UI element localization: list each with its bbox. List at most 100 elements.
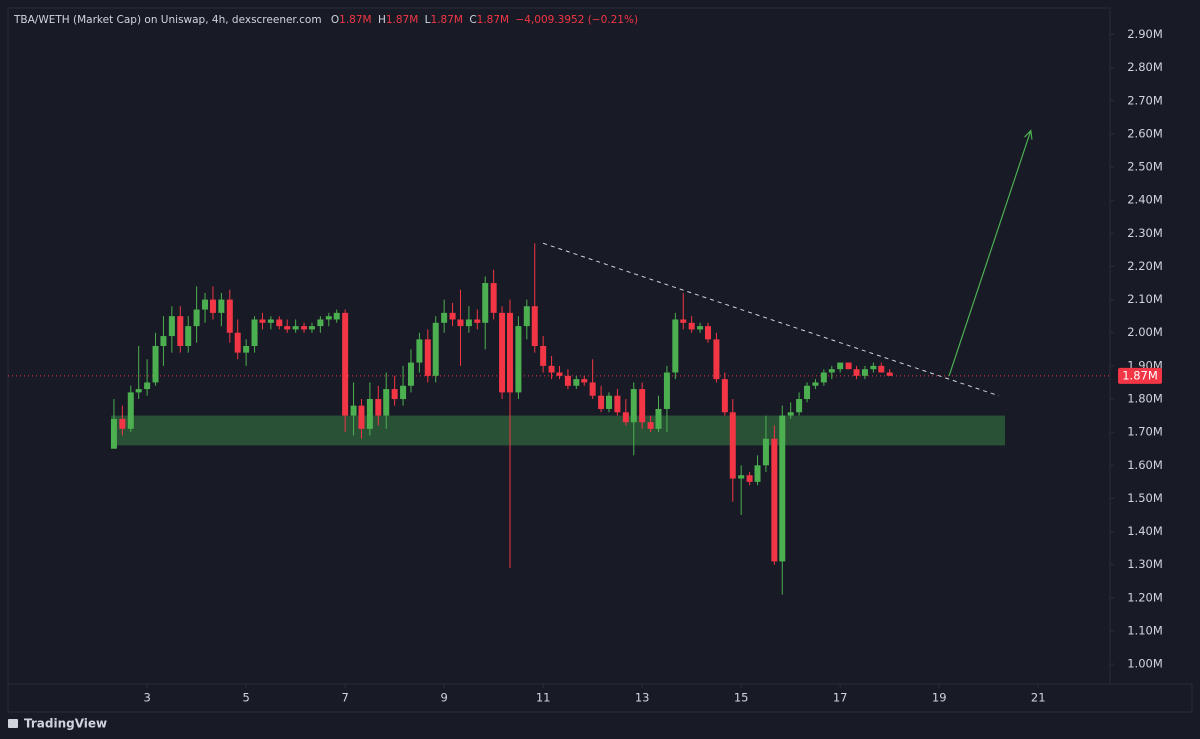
candle-body [441,312,448,323]
candle-body [573,379,580,386]
candle-body [209,299,216,313]
candle-body [234,332,241,353]
y-tick-label: 2.00M [1127,325,1163,339]
y-tick-label: 2.70M [1127,93,1163,107]
candle-body [226,299,233,333]
candle-body [746,475,753,482]
candle-body [705,326,712,340]
x-tick-label: 9 [440,691,447,705]
candle-body [540,346,547,366]
y-tick-label: 1.00M [1127,657,1163,671]
candle-body [762,438,769,466]
candle-body [308,326,315,330]
candle-body [804,385,811,400]
candle-body [218,299,225,313]
candle-body [251,319,258,346]
candle-body [812,382,819,386]
brand-logo: TradingView [8,717,107,731]
candle-body [276,319,283,327]
candle-body [548,365,555,373]
y-tick-label: 1.40M [1127,524,1163,538]
candle-body [853,369,860,376]
x-tick-label: 17 [833,691,848,705]
candle-body [449,312,456,320]
candle-body [301,326,308,330]
candle-body [292,326,299,330]
candle-body [713,339,720,380]
last-price-tag [1118,367,1162,384]
ohlc-key: O [331,14,339,26]
y-tick-label: 1.30M [1127,557,1163,571]
last-price-label: 1.87M [1122,368,1158,382]
ohlc-value: 1.87M [477,14,509,26]
candle-body [688,322,695,330]
candle-body [680,319,687,323]
candle-body [721,379,728,413]
ohlc-value: 1.87M [431,14,463,26]
y-tick-label: 1.50M [1127,491,1163,505]
candle-body [168,316,175,337]
y-tick-label: 1.80M [1127,392,1163,406]
y-tick-label: 2.40M [1127,193,1163,207]
candle-body [333,312,340,320]
candle-body [614,395,621,413]
ohlc-value: 1.87M [386,14,418,26]
y-tick-label: 1.10M [1127,623,1163,637]
candle-body [729,412,736,479]
y-tick-label: 2.10M [1127,292,1163,306]
ohlc-key: C [469,14,476,26]
candle-body [499,312,506,393]
x-tick-label: 5 [242,691,249,705]
candle-body [465,319,472,327]
candle-body [342,312,349,416]
x-tick-label: 13 [635,691,650,705]
candle-body [375,399,382,416]
y-tick-label: 2.80M [1127,60,1163,74]
candle-body [787,412,794,416]
x-tick-label: 15 [734,691,749,705]
candle-body [284,326,291,330]
candle-body [490,283,497,313]
candle-body [647,422,654,429]
candle-body [515,326,522,393]
candle-body [738,475,745,479]
candle-body [870,365,877,370]
ohlc-key: H [378,14,386,26]
candle-body [598,395,605,409]
candle-body [523,306,530,327]
symbol-title: TBA/WETH (Market Cap) on Uniswap, 4h, de… [13,14,322,26]
candle-body [482,283,489,323]
candle-body [135,389,142,393]
time-axis-frame [7,683,1193,713]
candle-body [630,389,637,423]
x-tick-label: 7 [341,691,348,705]
x-tick-label: 21 [1031,691,1046,705]
candle-body [383,389,390,416]
x-tick-label: 11 [536,691,551,705]
y-tick-label: 2.60M [1127,126,1163,140]
support-zone [110,415,1006,446]
candle-body [828,369,835,373]
candle-body [754,465,761,482]
projection-arrow [948,130,1032,377]
candle-body [144,382,151,390]
candle-body [177,316,184,346]
candle-body [639,389,646,423]
candle-body [416,339,423,363]
y-tick-label: 2.90M [1127,27,1163,41]
candle-body [672,319,679,373]
candle-body [160,336,167,346]
candle-body [366,399,373,429]
candle-body [185,326,192,346]
candle-body [655,408,662,429]
y-tick-label: 2.50M [1127,160,1163,174]
brand-name: TradingView [24,717,107,731]
candle-body [622,412,629,423]
y-tick-label: 2.30M [1127,226,1163,240]
candle-body [432,322,439,376]
change-value: −4,009.3952 (−0.21%) [515,14,638,26]
candle-body [779,415,786,562]
candle-body [243,346,250,353]
candle-body [606,395,613,409]
